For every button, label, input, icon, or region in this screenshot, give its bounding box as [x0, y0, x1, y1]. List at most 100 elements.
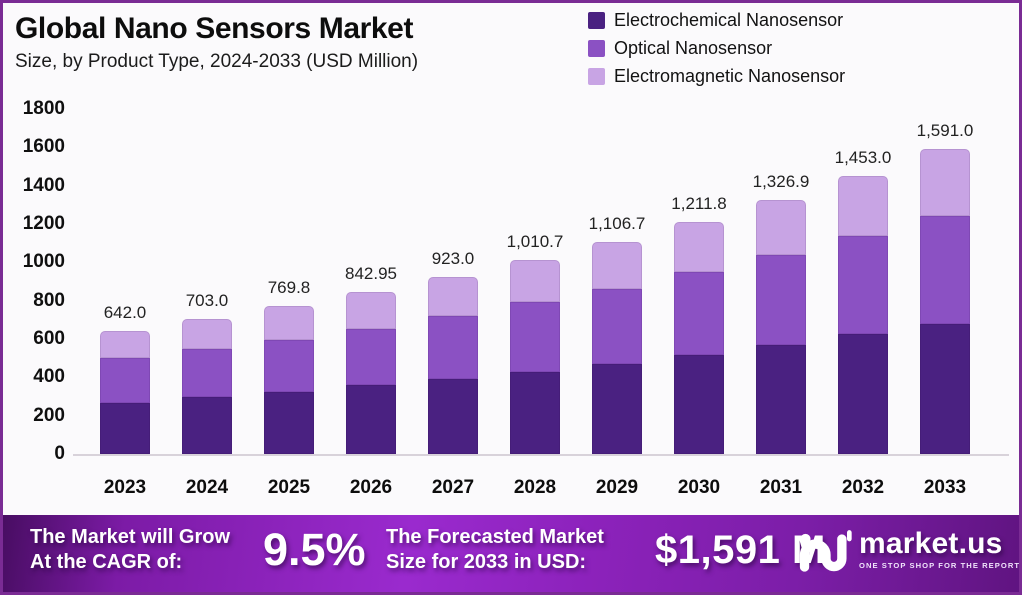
forecast-text: The Forecasted Market Size for 2033 in U…: [386, 525, 604, 575]
y-tick-label-1800: 1800: [22, 98, 65, 119]
bar-2031-segment-electrochemical-nanosensor: [756, 344, 806, 454]
bar-2025-segment-optical-nanosensor: [264, 339, 314, 393]
brand-block: market.us ONE STOP SHOP FOR THE REPORTS: [859, 527, 1022, 570]
brand-tagline: ONE STOP SHOP FOR THE REPORTS: [859, 561, 1022, 570]
bar-2029-segment-electrochemical-nanosensor: [592, 363, 642, 454]
forecast-value: $1,591 M: [655, 528, 826, 572]
bar-2030-segment-electrochemical-nanosensor: [674, 354, 724, 454]
y-tick-label-1000: 1000: [22, 251, 65, 273]
bar-2028-segment-electrochemical-nanosensor: [510, 372, 560, 454]
bar-2030-segment-electromagnetic-nanosensor: [674, 221, 724, 272]
page-subtitle: Size, by Product Type, 2024-2033 (USD Mi…: [15, 51, 419, 72]
page-title: Global Nano Sensors Market: [15, 12, 414, 45]
bar-2027-segment-electromagnetic-nanosensor: [428, 277, 478, 316]
bar-2023: [100, 330, 150, 454]
bar-total-label-2027: 923.0: [431, 249, 475, 269]
bar-2029-segment-electromagnetic-nanosensor: [592, 241, 642, 289]
bar-2030: [674, 221, 724, 454]
bar-total-label-2026: 842.95: [345, 264, 397, 284]
bar-2026-segment-electrochemical-nanosensor: [346, 385, 396, 454]
bar-2026: [346, 292, 396, 454]
legend-item-label: Optical Nanosensor: [614, 38, 773, 58]
marketus-logo-icon: [799, 530, 852, 572]
bar-total-label-2024: 703.0: [185, 291, 229, 311]
bar-2026-segment-optical-nanosensor: [346, 329, 396, 386]
bar-2023-segment-electrochemical-nanosensor: [100, 402, 150, 454]
bar-2024-segment-electrochemical-nanosensor: [182, 397, 232, 454]
bar-2033-segment-optical-nanosensor: [920, 215, 970, 324]
bar-2033: [920, 149, 970, 454]
legend-item-electrochemical-nanosensor: Electrochemical Nanosensor: [588, 9, 845, 32]
forecast-text-line2: Size for 2033 in USD:: [386, 551, 587, 573]
stacked-bar-chart: 0 200 400 600 800 1000 1200 1400 1600 1800 642.0 20…: [3, 3, 1019, 592]
y-tick-label-1600: 1600: [22, 136, 65, 158]
bar-2028-segment-optical-nanosensor: [510, 301, 560, 373]
bar-2027-segment-optical-nanosensor: [428, 315, 478, 380]
legend-swatch-icon: [588, 12, 605, 29]
legend-swatch-icon: [588, 68, 605, 85]
bar-2032-segment-electrochemical-nanosensor: [838, 334, 888, 454]
y-tick-label-800: 800: [33, 289, 65, 311]
bar-total-label-2033: 1,591.0: [916, 121, 974, 141]
header: Global Nano Sensors Market Size, by Prod…: [15, 11, 418, 73]
bar-2023-segment-electromagnetic-nanosensor: [100, 330, 150, 359]
x-tick-label-2023: 2023: [103, 477, 147, 498]
bar-2024-segment-electromagnetic-nanosensor: [182, 319, 232, 350]
bar-2029-segment-optical-nanosensor: [592, 288, 642, 364]
bottom-banner: The Market will Grow At the CAGR of: 9.5…: [3, 515, 1019, 592]
x-tick-label-2033: 2033: [923, 477, 967, 498]
bar-2033-segment-electromagnetic-nanosensor: [920, 149, 970, 216]
legend-item-label: Electrochemical Nanosensor: [614, 10, 844, 30]
x-tick-label-2025: 2025: [267, 477, 311, 498]
bar-2028: [510, 260, 560, 454]
legend-item-optical-nanosensor: Optical Nanosensor: [588, 37, 845, 60]
x-tick-label-2027: 2027: [431, 477, 475, 498]
bar-2032-segment-optical-nanosensor: [838, 236, 888, 335]
bar-2031-segment-electromagnetic-nanosensor: [756, 199, 806, 256]
x-tick-label-2031: 2031: [759, 477, 803, 498]
cagr-text: The Market will Grow At the CAGR of:: [30, 525, 230, 575]
y-tick-label-0: 0: [54, 443, 65, 464]
cagr-text-line2: At the CAGR of:: [30, 551, 183, 573]
bar-2024-segment-optical-nanosensor: [182, 349, 232, 398]
bar-2031-segment-optical-nanosensor: [756, 255, 806, 345]
bar-total-label-2030: 1,211.8: [671, 193, 727, 213]
legend-item-electromagnetic-nanosensor: Electromagnetic Nanosensor: [588, 65, 845, 88]
bar-total-label-2023: 642.0: [103, 302, 147, 322]
bar-2027-segment-electrochemical-nanosensor: [428, 379, 478, 454]
bar-2033-segment-electrochemical-nanosensor: [920, 323, 970, 454]
bar-total-label-2032: 1,453.0: [834, 147, 892, 167]
cagr-value: 9.5%: [263, 524, 366, 575]
bar-2032: [838, 175, 888, 454]
y-tick-label-400: 400: [33, 366, 65, 388]
bar-2027: [428, 277, 478, 454]
x-tick-label-2032: 2032: [841, 477, 885, 498]
x-tick-label-2024: 2024: [185, 477, 229, 498]
bar-2025-segment-electrochemical-nanosensor: [264, 392, 314, 454]
x-tick-label-2028: 2028: [513, 477, 557, 498]
x-tick-label-2029: 2029: [595, 477, 639, 498]
bar-2023-segment-optical-nanosensor: [100, 358, 150, 403]
bar-2025: [264, 306, 314, 454]
y-tick-label-200: 200: [33, 404, 65, 426]
bar-total-label-2025: 769.8: [267, 278, 311, 298]
y-tick-label-1400: 1400: [22, 174, 65, 196]
brand-name: market.us: [859, 527, 1003, 560]
bar-2029: [592, 241, 642, 454]
cagr-text-line1: The Market will Grow: [30, 526, 231, 548]
y-tick-label-600: 600: [33, 328, 65, 349]
bar-total-label-2028: 1,010.7: [506, 232, 564, 252]
x-tick-label-2026: 2026: [349, 477, 393, 498]
x-axis-line: [73, 454, 1009, 456]
bar-2032-segment-electromagnetic-nanosensor: [838, 175, 888, 237]
bar-2031: [756, 199, 806, 454]
bar-2030-segment-optical-nanosensor: [674, 271, 724, 355]
legend-swatch-icon: [588, 40, 605, 57]
bar-total-label-2031: 1,326.9: [752, 171, 810, 191]
x-tick-label-2030: 2030: [677, 477, 721, 498]
bar-total-label-2029: 1,106.7: [588, 213, 646, 233]
bar-2026-segment-electromagnetic-nanosensor: [346, 292, 396, 330]
legend-item-label: Electromagnetic Nanosensor: [614, 66, 846, 86]
bar-2024: [182, 319, 232, 454]
